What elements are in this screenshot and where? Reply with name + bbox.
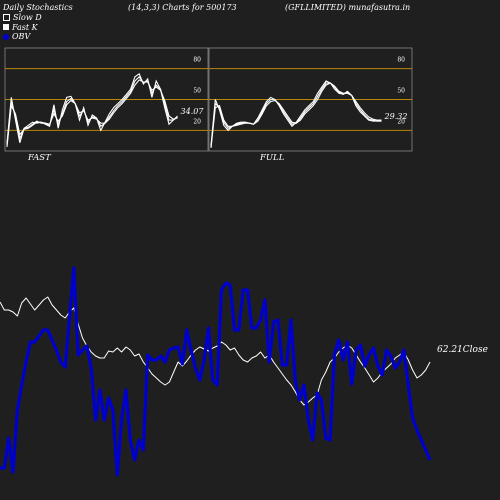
full-panel-label: FULL: [260, 153, 285, 163]
close-value-label: 62.21Close: [437, 345, 488, 355]
legend-label-obv: OBV: [12, 32, 31, 41]
chart-source: (GFLLIMITED) munafasutra.in: [285, 3, 411, 12]
obv-swatch-icon: [3, 33, 9, 40]
full-tick-label-50: 50: [397, 88, 405, 95]
fast-panel-label: FAST: [28, 153, 51, 163]
full-stoch-line-2: [210, 82, 382, 147]
full-stoch-line-1: [210, 80, 382, 146]
full-value-label: 29.32: [384, 112, 408, 121]
legend: Slow D Fast K OBV: [3, 13, 42, 42]
legend-label-slow-d: Slow D: [13, 13, 42, 22]
slow-d-swatch-icon: [3, 14, 10, 22]
fast-tick-label-50: 50: [193, 88, 201, 95]
chart-title: Daily Stochastics: [3, 3, 73, 12]
legend-item-fast-k: Fast K: [3, 23, 42, 33]
full-tick-label-20: 20: [397, 118, 405, 125]
legend-label-fast-k: Fast K: [12, 22, 38, 32]
chart-subtitle: (14,3,3) Charts for 500173: [128, 3, 237, 12]
full-stoch-line-3: [210, 82, 382, 148]
full-tick-label-80: 80: [397, 57, 405, 64]
legend-item-slow-d: Slow D: [3, 13, 42, 23]
close-price-line: [0, 296, 431, 406]
legend-item-obv: OBV: [3, 32, 42, 42]
fast-value-label: 34.07: [181, 107, 205, 116]
fast-stoch-line-3: [6, 79, 178, 147]
fast-stoch-line-2: [6, 75, 178, 145]
fast-tick-label-80: 80: [193, 57, 201, 64]
fast-tick-label-20: 20: [193, 118, 201, 125]
fast-stoch-line-1: [6, 72, 178, 143]
fast-k-swatch-icon: [3, 24, 9, 31]
obv-line: [0, 266, 432, 477]
